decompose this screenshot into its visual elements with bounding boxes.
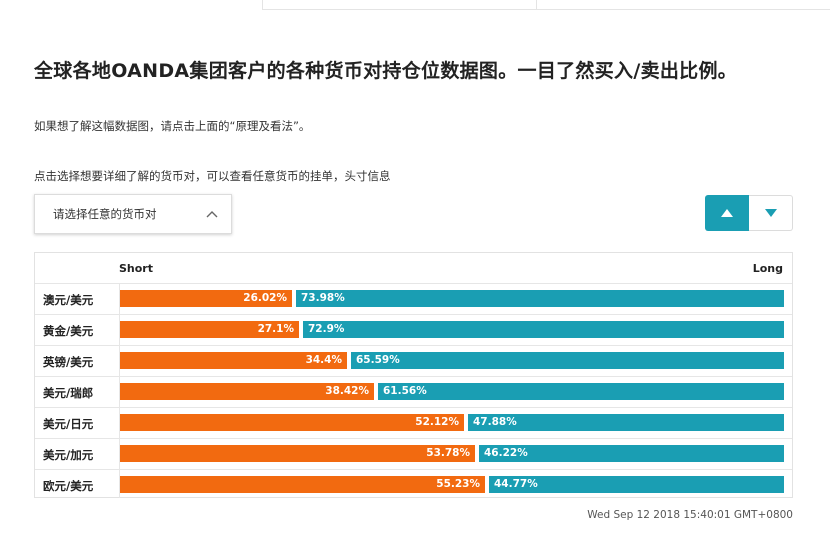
long-bar: 65.59% [351,352,784,369]
currency-pair-label: 澳元/美元 [43,293,94,307]
long-percent-label: 65.59% [356,354,400,366]
long-header: Long [752,262,783,275]
short-bar: 27.1% [120,321,299,338]
short-bar: 53.78% [120,445,475,462]
short-percent-label: 26.02% [243,292,287,304]
triangle-up-icon [721,209,733,217]
short-percent-label: 52.12% [415,416,459,428]
currency-pair-select-placeholder: 请选择任意的货币对 [53,207,157,221]
long-percent-label: 46.22% [484,447,528,459]
long-bar: 72.9% [303,321,784,338]
short-bar: 52.12% [120,414,464,431]
long-percent-label: 44.77% [494,478,538,490]
explanation-hint: 如果想了解这幅数据图，请点击上面的“原理及看法”。 [34,119,311,133]
long-percent-label: 73.98% [301,292,345,304]
currency-pair-row[interactable]: 英镑/美元 34.4% 65.59% [35,345,792,376]
top-border-decoration [262,0,830,10]
currency-pair-select[interactable]: 请选择任意的货币对 [34,194,232,234]
currency-pair-label: 美元/加元 [43,448,94,462]
sort-descending-button[interactable] [749,195,793,231]
currency-pair-label: 美元/日元 [43,417,94,431]
long-bar: 73.98% [296,290,784,307]
currency-pair-row[interactable]: 美元/加元 53.78% 46.22% [35,438,792,469]
short-percent-label: 55.23% [436,478,480,490]
triangle-down-icon [764,209,777,217]
long-percent-label: 72.9% [308,323,345,335]
long-bar: 44.77% [489,476,784,493]
long-percent-label: 47.88% [473,416,517,428]
short-header: Short [119,262,153,275]
currency-pair-row[interactable]: 欧元/美元 55.23% 44.77% [35,469,792,500]
short-percent-label: 27.1% [257,323,294,335]
currency-pair-row[interactable]: 澳元/美元 26.02% 73.98% [35,283,792,314]
sort-ascending-button[interactable] [705,195,749,231]
short-bar: 26.02% [120,290,292,307]
update-timestamp: Wed Sep 12 2018 15:40:01 GMT+0800 [587,509,793,521]
short-percent-label: 53.78% [426,447,470,459]
chart-header: Short Long [35,253,792,283]
long-bar: 47.88% [468,414,784,431]
currency-pair-row[interactable]: 美元/瑞郎 38.42% 61.56% [35,376,792,407]
position-ratio-chart: Short Long 澳元/美元 26.02% 73.98% 黄金/美元 27.1% 72… [34,252,793,498]
select-hint: 点击选择想要详细了解的货币对，可以查看任意货币的挂单，头寸信息 [34,169,391,183]
short-bar: 55.23% [120,476,485,493]
currency-pair-label: 美元/瑞郎 [43,386,94,400]
page-title: 全球各地OANDA集团客户的各种货币对持仓位数据图。一目了然买入/卖出比例。 [34,60,738,82]
currency-pair-label: 英镑/美元 [43,355,94,369]
long-percent-label: 61.56% [383,385,427,397]
currency-pair-row[interactable]: 黄金/美元 27.1% 72.9% [35,314,792,345]
short-percent-label: 34.4% [305,354,342,366]
currency-pair-label: 欧元/美元 [43,479,94,493]
top-border-segment [277,0,537,10]
short-percent-label: 38.42% [325,385,369,397]
currency-pair-row[interactable]: 美元/日元 52.12% 47.88% [35,407,792,438]
axis-divider [119,283,120,498]
short-bar: 34.4% [120,352,347,369]
short-bar: 38.42% [120,383,374,400]
chevron-up-icon [205,207,219,221]
currency-pair-label: 黄金/美元 [43,324,94,338]
long-bar: 46.22% [479,445,784,462]
long-bar: 61.56% [378,383,784,400]
